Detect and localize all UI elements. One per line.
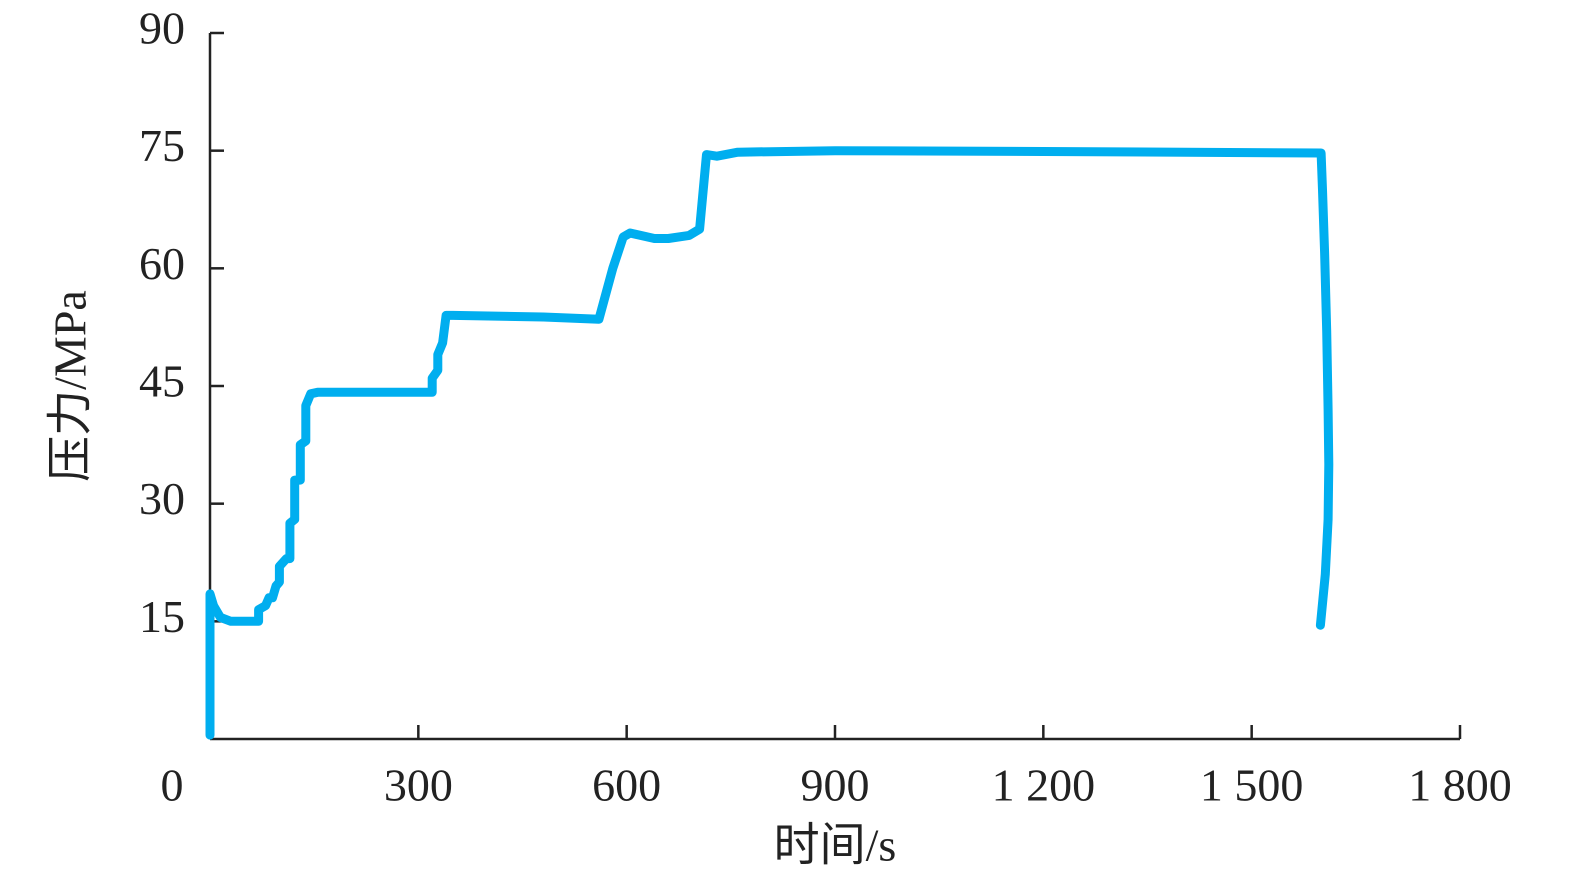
y-tick-label: 15 [139, 591, 185, 642]
x-tick-label: 900 [801, 760, 870, 811]
y-axis-label: 压力/MPa [45, 290, 96, 482]
y-tick-label: 45 [139, 356, 185, 407]
x-tick-label: 600 [592, 760, 661, 811]
x-tick-label: 0 [161, 760, 184, 811]
x-axis-label: 时间/s [774, 820, 897, 871]
y-tick-label: 75 [139, 120, 185, 171]
x-tick-label: 1 200 [992, 760, 1096, 811]
y-tick-label: 60 [139, 238, 185, 289]
x-tick-label: 1 800 [1408, 760, 1512, 811]
y-tick-label: 90 [139, 3, 185, 54]
x-tick-label: 300 [384, 760, 453, 811]
x-tick-label: 1 500 [1200, 760, 1304, 811]
y-tick-label: 30 [139, 473, 185, 524]
line-series [205, 146, 1334, 740]
